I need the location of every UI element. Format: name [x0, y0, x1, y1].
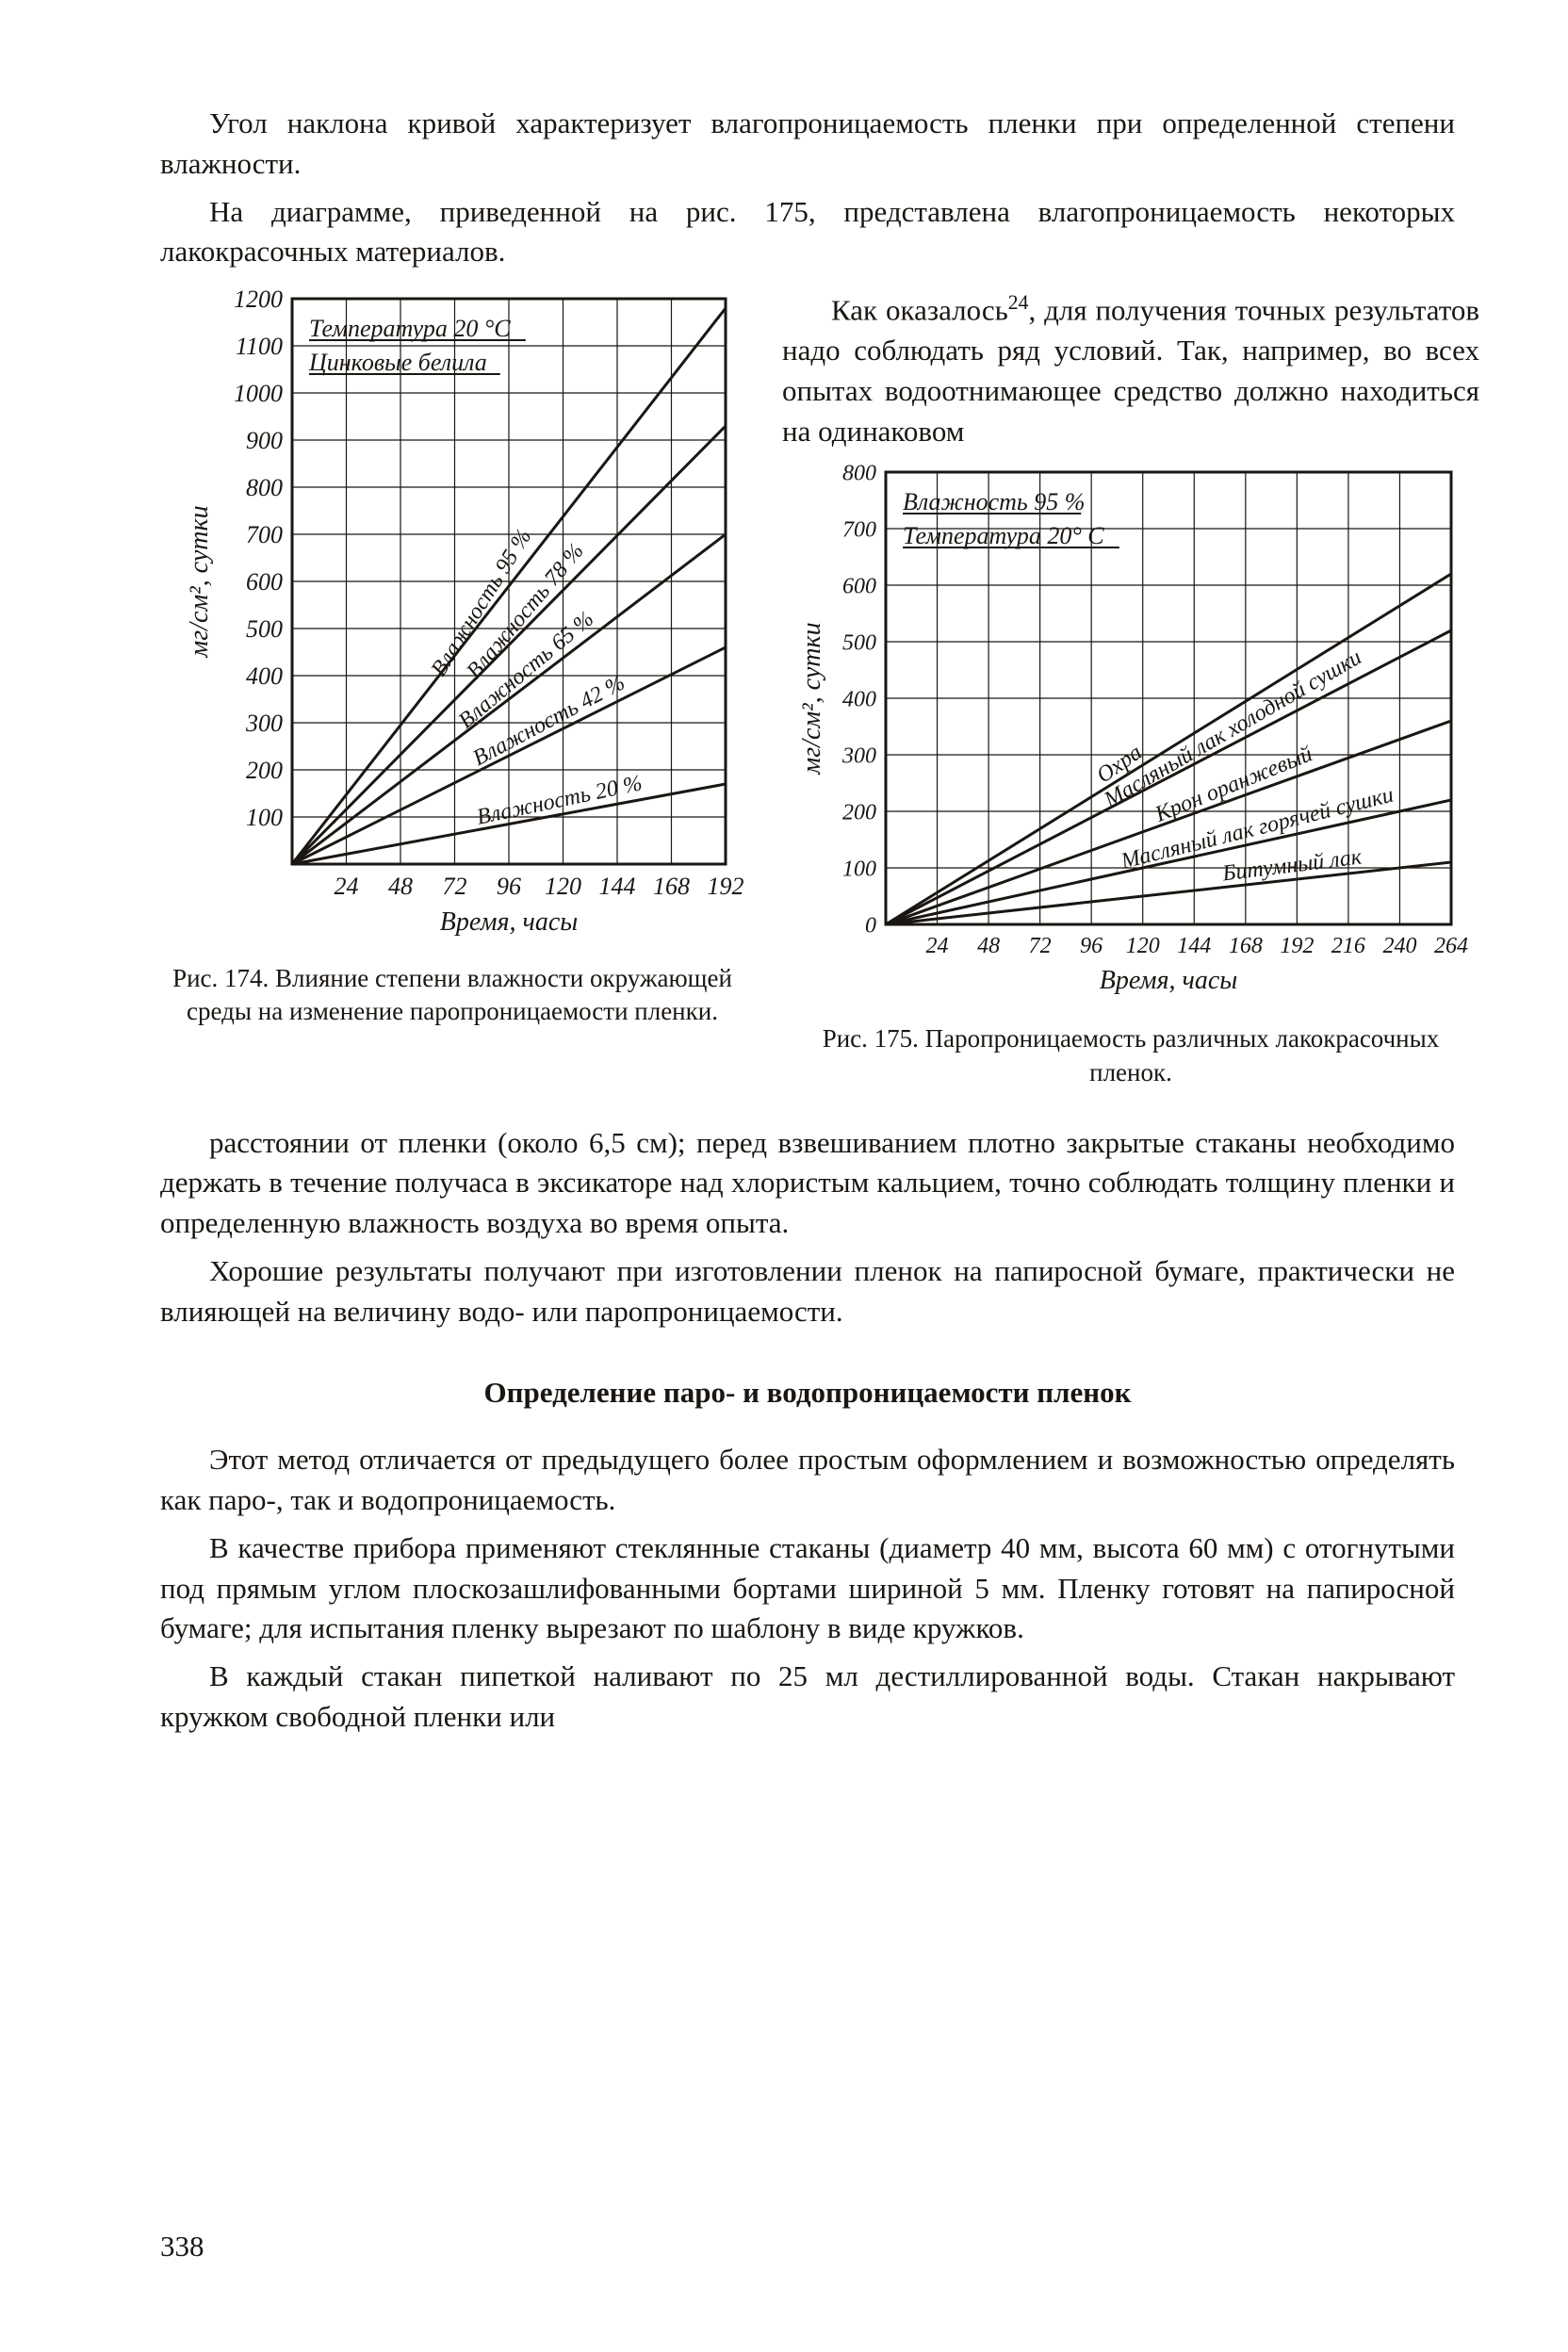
- svg-text:72: 72: [1029, 934, 1052, 958]
- svg-text:200: 200: [246, 757, 283, 784]
- text-p5: Хорошие результаты получают при изготовл…: [160, 1254, 1455, 1328]
- page: Угол наклона кривой характеризует влагоп…: [0, 0, 1568, 2352]
- paragraph-apparatus: В качестве прибора применяют стеклянные …: [160, 1528, 1455, 1649]
- svg-text:192: 192: [1280, 934, 1314, 958]
- svg-text:300: 300: [245, 710, 283, 737]
- svg-text:48: 48: [977, 934, 1000, 958]
- chart-174: 24 48 72 96 120 144 168 192 100 200 300 400 500 600 70…: [160, 289, 744, 949]
- caption-175: Рис. 175. Паропроницаемость различных ла…: [782, 1022, 1479, 1088]
- svg-text:168: 168: [1229, 934, 1263, 958]
- paragraph-water: В каждый стакан пипеткой наливают по 25 …: [160, 1657, 1455, 1738]
- text-p8: В каждый стакан пипеткой наливают по 25 …: [160, 1659, 1455, 1733]
- section-heading: Определение паро- и водопроницаемости пл…: [160, 1373, 1455, 1413]
- svg-text:400: 400: [246, 662, 283, 690]
- caption-174: Рис. 174. Влияние степени вла­жности окр…: [160, 962, 744, 1028]
- svg-text:48: 48: [388, 873, 413, 900]
- svg-text:1100: 1100: [236, 333, 283, 360]
- svg-text:216: 216: [1331, 934, 1365, 958]
- svg-text:1200: 1200: [234, 289, 283, 313]
- svg-text:Влажность 20 %: Влажность 20 %: [475, 771, 645, 830]
- text-p7: В качестве прибора применяют стеклянные …: [160, 1531, 1455, 1645]
- svg-text:900: 900: [246, 427, 283, 454]
- paragraph-diagram-ref: На диаграмме, приведенной на рис. 175, п…: [160, 192, 1455, 273]
- svg-text:200: 200: [842, 801, 876, 825]
- chart-175: 24 48 72 96 120 144 168 192 216 240 264 0 100 200 300 4…: [782, 463, 1479, 1009]
- text-p2: На диаграмме, приведенной на рис. 175, п…: [160, 195, 1455, 269]
- svg-text:Температура 20 °С: Температура 20 °С: [309, 315, 511, 342]
- ref-24-superscript: 24: [1008, 291, 1029, 314]
- paragraph-method-differs: Этот метод отличается от предыдущего бол…: [160, 1440, 1455, 1521]
- svg-text:800: 800: [842, 463, 876, 485]
- svg-text:100: 100: [842, 858, 876, 882]
- svg-text:144: 144: [599, 873, 636, 900]
- svg-text:Влажность 95 %: Влажность 95 %: [903, 488, 1085, 515]
- text-p3a: Как оказалось: [831, 293, 1008, 326]
- svg-text:0: 0: [865, 914, 876, 939]
- page-number: 338: [160, 2227, 204, 2267]
- paragraph-good-results: Хорошие результаты получают при изготовл…: [160, 1251, 1455, 1332]
- paragraph-intro-slope: Угол наклона кривой характеризует влагоп…: [160, 104, 1455, 185]
- svg-text:100: 100: [246, 804, 283, 831]
- svg-text:Время, часы: Время, часы: [440, 907, 578, 937]
- svg-text:24: 24: [335, 873, 359, 900]
- right-column: Как оказалось24, для получения точных ре…: [782, 289, 1479, 1089]
- svg-text:240: 240: [1382, 934, 1416, 958]
- svg-text:144: 144: [1177, 934, 1211, 958]
- svg-text:мг/см², сутки: мг/см², сутки: [185, 505, 214, 658]
- svg-text:500: 500: [246, 615, 283, 643]
- svg-text:Температура 20° С: Температура 20° С: [903, 522, 1104, 549]
- chart-174-svg: 24 48 72 96 120 144 168 192 100 200 300 400 500 600 70…: [160, 289, 763, 949]
- text-p4: расстоянии от пленки (около 6,5 см); пер…: [160, 1126, 1455, 1240]
- svg-text:120: 120: [545, 873, 581, 900]
- svg-text:800: 800: [246, 474, 283, 501]
- svg-text:264: 264: [1434, 934, 1468, 958]
- svg-text:300: 300: [841, 744, 876, 769]
- text-p1: Угол наклона кривой характеризует влагоп…: [160, 106, 1455, 180]
- svg-text:700: 700: [842, 518, 876, 543]
- svg-text:72: 72: [443, 873, 467, 900]
- text-p6: Этот метод отличается от предыдущего бол…: [160, 1443, 1455, 1516]
- svg-text:96: 96: [1080, 934, 1102, 958]
- svg-text:Цинковые белила: Цинковые белила: [308, 349, 487, 376]
- svg-text:Время, часы: Время, часы: [1100, 966, 1237, 995]
- svg-text:1000: 1000: [234, 380, 283, 407]
- left-column: 24 48 72 96 120 144 168 192 100 200 300 400 500 600 70…: [160, 289, 744, 1028]
- svg-text:500: 500: [842, 631, 876, 656]
- svg-text:192: 192: [708, 873, 744, 900]
- paragraph-distance: расстоянии от пленки (около 6,5 см); пер…: [160, 1123, 1455, 1244]
- svg-text:168: 168: [653, 873, 690, 900]
- svg-text:120: 120: [1126, 934, 1160, 958]
- svg-text:600: 600: [842, 575, 876, 599]
- svg-text:400: 400: [842, 688, 876, 712]
- figure-row: 24 48 72 96 120 144 168 192 100 200 300 400 500 600 70…: [160, 289, 1455, 1089]
- svg-text:700: 700: [246, 521, 283, 548]
- svg-text:600: 600: [246, 568, 283, 596]
- svg-text:мг/см², сутки: мг/см², сутки: [797, 623, 826, 776]
- paragraph-conditions: Как оказалось24, для получения точных ре…: [782, 289, 1479, 451]
- svg-text:24: 24: [926, 934, 949, 958]
- svg-text:96: 96: [497, 873, 521, 900]
- chart-175-svg: 24 48 72 96 120 144 168 192 216 240 264 0 100 200 300 4…: [782, 463, 1479, 1009]
